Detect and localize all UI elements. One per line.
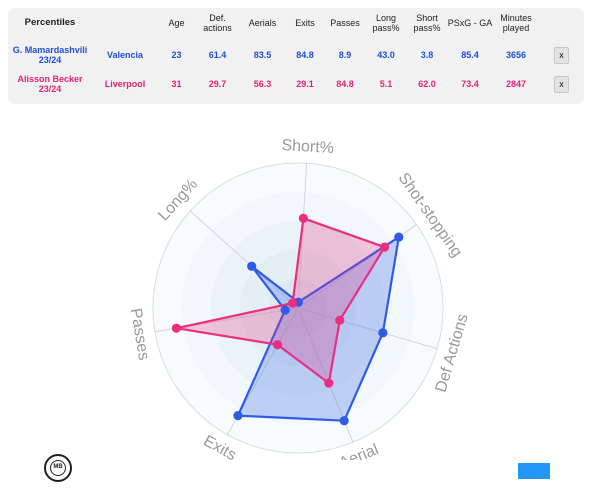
axis-label-short: Short%: [281, 137, 334, 157]
cell-minutes-played: 3656: [505, 50, 527, 60]
header-minutes-played: Minutes played: [500, 13, 532, 33]
radar-point-s1-2: [335, 315, 345, 325]
remove-cell: x: [539, 38, 584, 72]
header-percentiles: Percentiles: [24, 17, 76, 28]
cell-aerials: 83.5: [253, 50, 272, 60]
percentiles-table: Percentiles Age Def. actions Aerials Exi…: [8, 8, 584, 96]
radar-point-s0-2: [378, 328, 388, 338]
axis-label-passes: Passes: [127, 307, 152, 362]
radar-point-s0-1: [394, 232, 404, 242]
header-exits: Exits: [295, 18, 315, 28]
cell-exits: 29.1: [296, 79, 314, 89]
radar-spoke: [189, 210, 299, 309]
header-age: Age: [168, 18, 185, 28]
cell-psxg-ga: 73.4: [461, 79, 479, 89]
radar-series-area-1: [175, 217, 386, 385]
cell-minutes-played: 2847: [505, 79, 527, 89]
remove-player-button[interactable]: x: [554, 75, 569, 93]
header-remove: [539, 8, 584, 38]
cell-aerials: 56.3: [253, 79, 272, 89]
radar-series-area-0: [236, 235, 400, 422]
cell-age: 31: [171, 79, 182, 89]
cell-psxg-ga: 85.4: [461, 50, 479, 60]
header-team: [92, 8, 158, 38]
radar-point-s1-1: [379, 242, 390, 252]
cell-short-pass: 62.0: [418, 79, 436, 89]
table-row: G. Mamardashvili 23/24 Valencia 23 61.4 …: [8, 38, 584, 72]
cell-def-actions: 61.4: [208, 50, 227, 60]
radar-point-s1-5: [171, 323, 182, 333]
cell-short-pass: 3.8: [420, 50, 434, 60]
player-name: Alisson Becker 23/24: [17, 74, 83, 94]
header-short-pass: Short pass%: [413, 13, 441, 33]
cell-age: 23: [171, 50, 182, 60]
radar-point-s0-3: [339, 416, 349, 426]
header-psxg-ga: PSxG - GA: [447, 18, 493, 28]
radar-point-s1-6: [288, 298, 298, 308]
radar-point-s1-3: [324, 378, 334, 388]
radar-point-s0-4: [233, 411, 243, 421]
header-aerials: Aerials: [248, 18, 277, 28]
player-name: G. Mamardashvili 23/24: [12, 45, 88, 65]
logo-text: MB: [50, 460, 66, 476]
radar-point-s0-5: [280, 305, 290, 315]
radar-spoke: [297, 307, 438, 350]
radar-point-s0-6: [247, 261, 257, 271]
blue-action-button[interactable]: [518, 463, 550, 479]
header-long-pass: Long pass%: [372, 13, 400, 33]
cell-long-pass: 43.0: [377, 50, 395, 60]
header-passes: Passes: [330, 18, 360, 28]
remove-cell: x: [539, 72, 584, 96]
cell-exits: 84.8: [296, 50, 314, 60]
cell-passes: 8.9: [338, 50, 352, 60]
header-def-actions: Def. actions: [203, 13, 232, 33]
team-name: Valencia: [106, 50, 144, 60]
cell-def-actions: 29.7: [208, 79, 227, 89]
table-row: Alisson Becker 23/24 Liverpool 31 29.7 5…: [8, 72, 584, 96]
remove-player-button[interactable]: x: [554, 46, 569, 64]
mb-logo: MB: [44, 454, 72, 482]
cell-passes: 84.8: [336, 79, 354, 89]
radar-point-s1-0: [298, 213, 308, 223]
percentiles-table-card: Percentiles Age Def. actions Aerials Exi…: [8, 8, 584, 104]
team-name: Liverpool: [104, 79, 146, 89]
cell-long-pass: 5.1: [379, 79, 393, 89]
radar-spoke: [297, 163, 308, 309]
radar-point-s1-4: [272, 340, 283, 350]
